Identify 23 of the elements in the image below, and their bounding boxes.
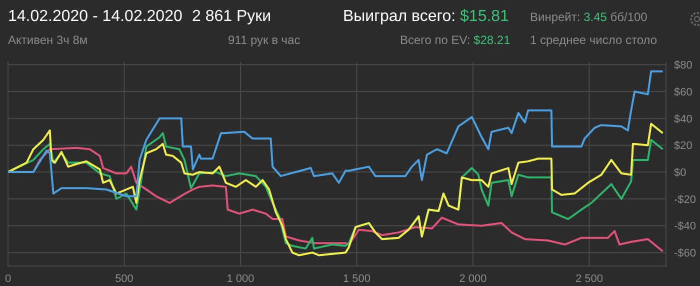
chart-title: 14.02.2020 - 14.02.2020 [8,8,182,26]
y-tick-label: -$40 [674,220,696,233]
y-tick-label: $40 [674,113,692,126]
text: Винрейт: 3.45 бб/100 [530,10,648,24]
chart-subtitle: Активен 3ч 8м [8,33,88,47]
line-series [8,70,664,198]
x-tick-label: 2 500 [576,272,604,285]
text: Всего по EV: $28.21 [400,33,510,47]
x-tick-label: 500 [115,272,134,285]
y-tick-label: $20 [674,140,692,152]
y-tick-label: $80 [674,60,692,72]
y-tick-label: -$20 [674,194,696,206]
x-tick-label: 1 000 [226,272,254,285]
text: Выиграл всего: $15.81 [343,8,509,25]
text: 1 среднее число столо [530,33,658,47]
x-tick-label: 1 500 [343,272,371,285]
x-tick-label: 0 [4,272,12,285]
y-tick-label: $0 [674,166,686,179]
text: 2 861 Руки [192,8,272,25]
x-tick-label: 2 000 [459,272,487,285]
y-tick-label: -$60 [674,247,696,260]
y-tick-label: $60 [674,86,692,98]
text: 911 рук в час [228,33,300,47]
